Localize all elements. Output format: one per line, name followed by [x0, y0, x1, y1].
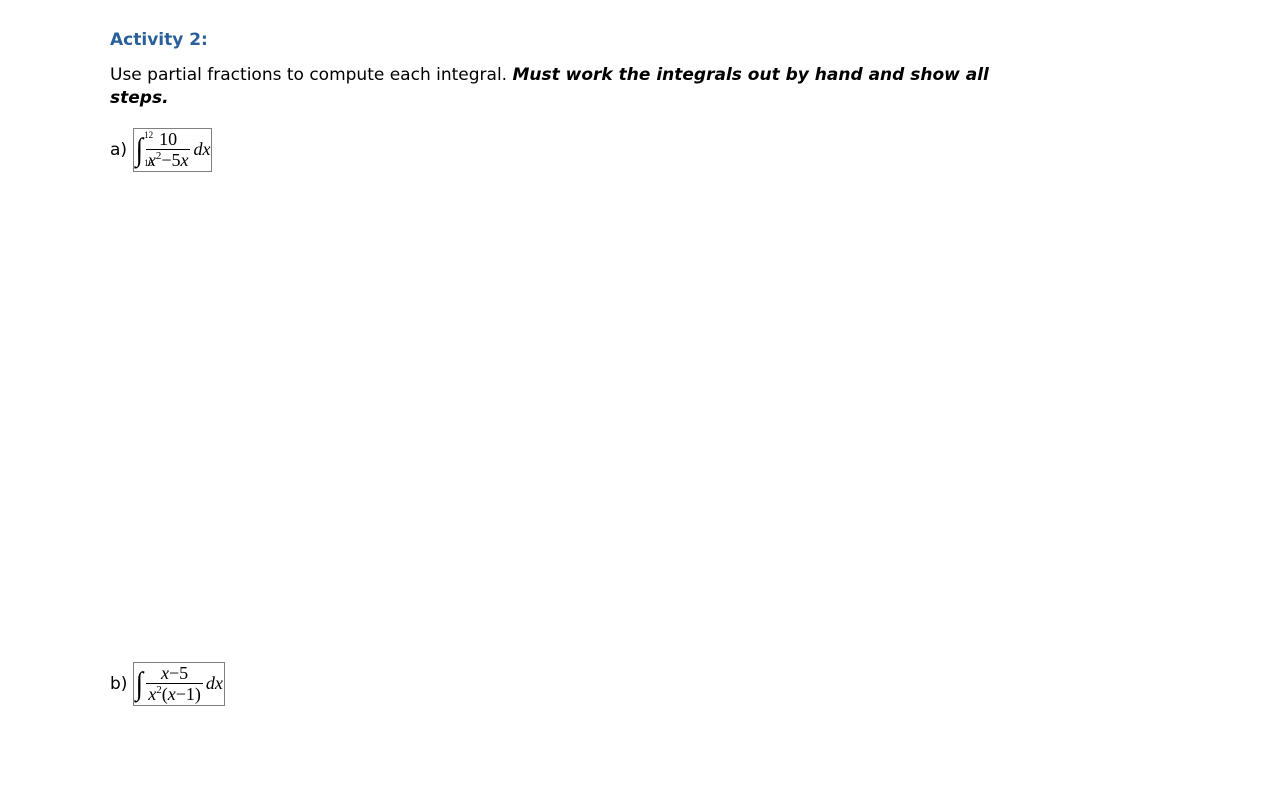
upper-bound-a: 12: [144, 130, 153, 140]
numerator-b: x−5: [159, 664, 190, 683]
dx-a: dx: [193, 139, 210, 160]
activity-title: Activity 2:: [110, 30, 1267, 50]
integral-b: ∫: [135, 667, 144, 700]
problem-a: a) 12 ∫ 10 10 x2−5x dx: [110, 128, 1267, 172]
problem-a-mathbox: 12 ∫ 10 10 x2−5x dx: [133, 128, 212, 172]
numerator-a: 10: [157, 130, 179, 149]
instructions: Use partial fractions to compute each in…: [110, 64, 1000, 110]
problem-b: b) ∫ x−5 x2(x−1) dx: [110, 662, 1267, 706]
problem-a-label: a): [110, 140, 127, 160]
problem-b-label: b): [110, 674, 127, 694]
integral-symbol: ∫: [136, 667, 143, 699]
integral-a: 12 ∫ 10: [135, 133, 144, 166]
denominator-b: x2(x−1): [146, 683, 203, 703]
lower-bound-a: 10: [144, 158, 153, 168]
dx-b: dx: [206, 673, 223, 694]
problem-b-mathbox: ∫ x−5 x2(x−1) dx: [133, 662, 224, 706]
integral-symbol: ∫: [136, 133, 143, 165]
fraction-b: x−5 x2(x−1): [146, 664, 203, 703]
instructions-plain: Use partial fractions to compute each in…: [110, 65, 512, 85]
